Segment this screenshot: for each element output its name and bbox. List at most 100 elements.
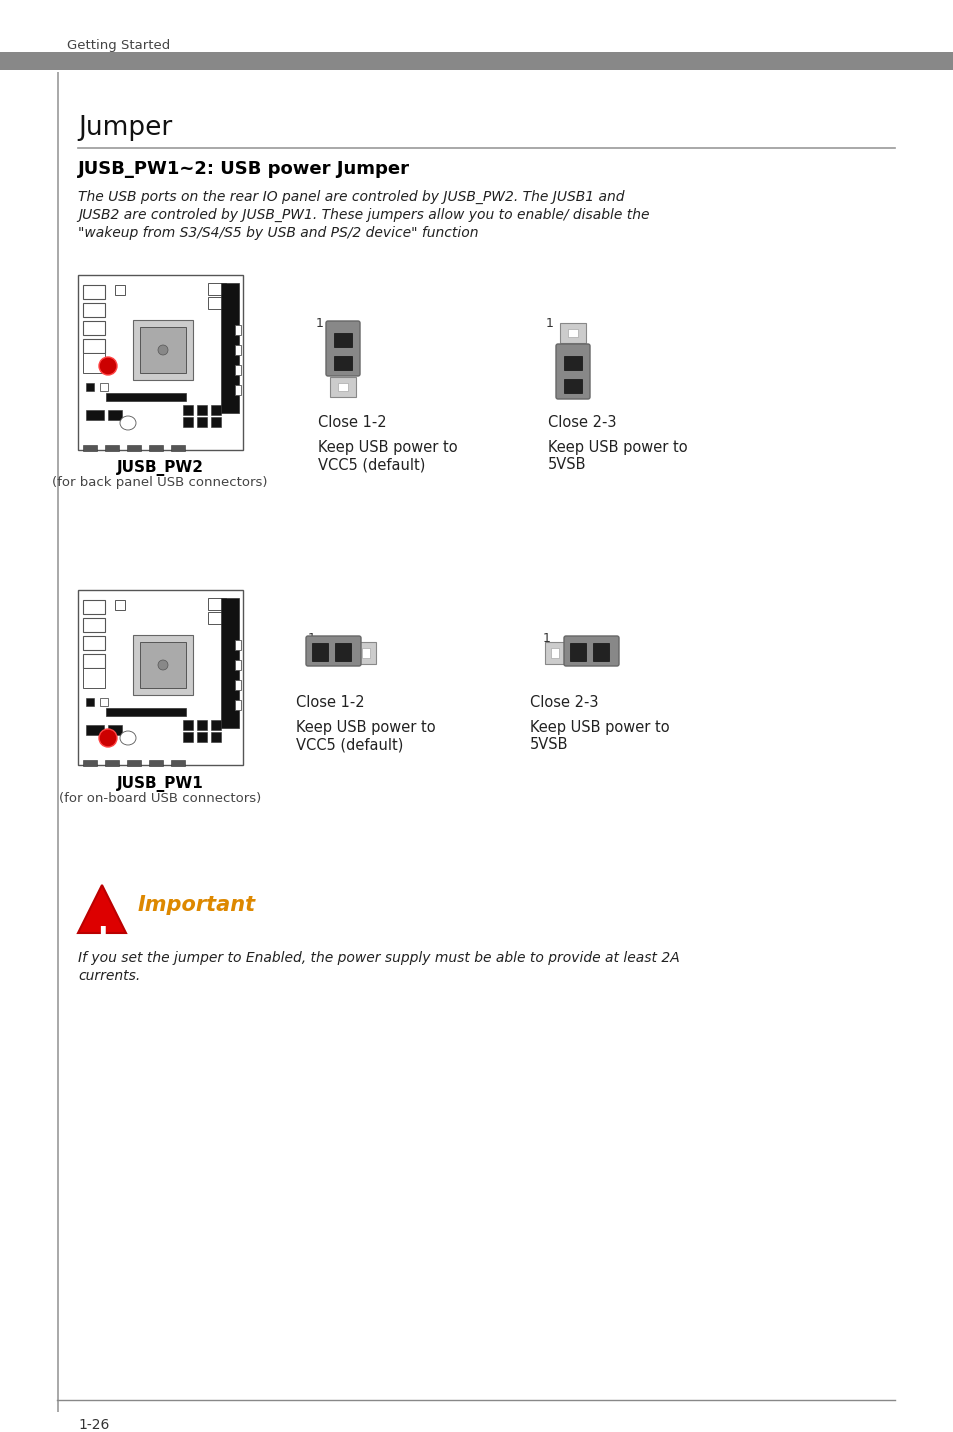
Text: Keep USB power to: Keep USB power to (530, 720, 669, 735)
FancyBboxPatch shape (306, 636, 360, 666)
Text: Close 2-3: Close 2-3 (547, 415, 616, 430)
Bar (86, 410, 104, 420)
Bar (234, 365, 241, 375)
Bar (211, 720, 221, 730)
Bar (83, 445, 97, 451)
Bar (183, 720, 193, 730)
Text: (for back panel USB connectors): (for back panel USB connectors) (52, 475, 268, 488)
Bar (208, 599, 226, 610)
Bar (171, 445, 185, 451)
Bar (149, 760, 163, 766)
Circle shape (158, 660, 168, 670)
Text: !: ! (95, 925, 109, 954)
Bar (83, 321, 105, 335)
Bar (78, 275, 243, 450)
Text: VCC5 (default): VCC5 (default) (317, 457, 425, 473)
Text: Getting Started: Getting Started (67, 39, 170, 52)
Bar (208, 284, 226, 295)
Bar (334, 334, 352, 347)
Bar (100, 382, 108, 391)
Text: JUSB2 are controled by JUSB_PW1. These jumpers allow you to enable/ disable the: JUSB2 are controled by JUSB_PW1. These j… (78, 208, 649, 222)
Ellipse shape (120, 730, 136, 745)
Bar (83, 339, 105, 354)
Text: JUSB_PW1: JUSB_PW1 (116, 776, 203, 792)
Bar (83, 667, 105, 687)
FancyBboxPatch shape (326, 321, 359, 377)
Text: The USB ports on the rear IO panel are controled by JUSB_PW2. The JUSB1 and: The USB ports on the rear IO panel are c… (78, 190, 624, 205)
Bar (234, 640, 241, 650)
Text: 1: 1 (545, 316, 554, 329)
Bar (115, 600, 125, 610)
Bar (83, 619, 105, 632)
Bar (149, 445, 163, 451)
Bar (86, 382, 94, 391)
Text: Close 1-2: Close 1-2 (317, 415, 386, 430)
Bar (196, 405, 207, 415)
Text: 1-26: 1-26 (78, 1418, 110, 1432)
Circle shape (99, 357, 117, 375)
Text: JUSB_PW1~2: USB power Jumper: JUSB_PW1~2: USB power Jumper (78, 160, 410, 178)
Bar (361, 649, 370, 657)
Text: currents.: currents. (78, 969, 140, 982)
Bar (335, 643, 351, 662)
Bar (196, 732, 207, 742)
Bar (208, 611, 226, 624)
FancyBboxPatch shape (556, 344, 589, 400)
Bar (569, 643, 585, 662)
Circle shape (158, 345, 168, 355)
Text: Keep USB power to: Keep USB power to (547, 440, 687, 455)
Text: 5VSB: 5VSB (547, 457, 586, 473)
Bar (551, 649, 558, 657)
Bar (312, 643, 328, 662)
Bar (57, 72, 59, 1412)
Bar (544, 642, 564, 664)
Bar (183, 405, 193, 415)
Bar (86, 725, 104, 735)
Text: Keep USB power to: Keep USB power to (295, 720, 436, 735)
Bar (211, 732, 221, 742)
Bar (108, 725, 122, 735)
Bar (78, 590, 243, 765)
Bar (83, 654, 105, 667)
Bar (211, 405, 221, 415)
Bar (127, 760, 141, 766)
Text: (for on-board USB connectors): (for on-board USB connectors) (59, 792, 261, 805)
Bar (83, 304, 105, 316)
Bar (132, 634, 193, 695)
Bar (83, 760, 97, 766)
Bar (337, 382, 348, 391)
FancyBboxPatch shape (563, 636, 618, 666)
Bar (105, 760, 119, 766)
Bar (106, 392, 186, 401)
Bar (567, 329, 578, 337)
Bar (208, 296, 226, 309)
Bar (127, 445, 141, 451)
Bar (140, 642, 186, 687)
Bar (563, 379, 581, 392)
Text: VCC5 (default): VCC5 (default) (295, 737, 403, 752)
Text: JUSB_PW2: JUSB_PW2 (116, 460, 203, 475)
Text: Jumper: Jumper (78, 115, 172, 140)
Bar (86, 697, 94, 706)
Text: Close 2-3: Close 2-3 (530, 695, 598, 710)
Bar (140, 326, 186, 372)
Bar (234, 700, 241, 710)
Bar (196, 417, 207, 427)
Bar (83, 285, 105, 299)
Bar (593, 643, 608, 662)
Circle shape (99, 729, 117, 748)
Bar (83, 636, 105, 650)
Bar (355, 642, 375, 664)
Bar (196, 720, 207, 730)
Bar (234, 325, 241, 335)
Bar (234, 660, 241, 670)
Text: 5VSB: 5VSB (530, 737, 568, 752)
Bar (132, 319, 193, 379)
Text: Important: Important (138, 895, 255, 915)
Bar (83, 354, 105, 372)
Text: 1: 1 (542, 632, 550, 644)
Bar (334, 357, 352, 369)
Bar (171, 760, 185, 766)
Text: 1: 1 (308, 632, 315, 644)
Bar (105, 445, 119, 451)
